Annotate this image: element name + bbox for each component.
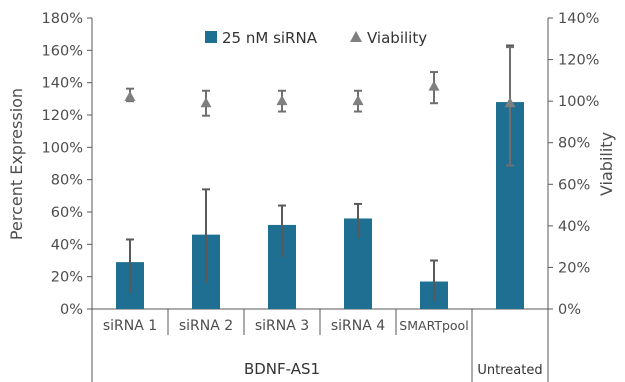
y-tick-label: 20% bbox=[51, 270, 83, 286]
y-tick-label: 160% bbox=[42, 43, 83, 59]
y-tick-label: 180% bbox=[42, 11, 83, 27]
viability-point bbox=[200, 97, 212, 108]
y-tick-label: 140% bbox=[42, 76, 83, 92]
y2-tick-label: 0% bbox=[558, 302, 581, 318]
legend-viability-marker bbox=[350, 31, 362, 42]
legend-bar-label: 25 nM siRNA bbox=[222, 29, 318, 47]
y2-tick-label: 60% bbox=[558, 177, 590, 193]
y-tick-label: 0% bbox=[60, 302, 83, 318]
group-label: Untreated bbox=[477, 363, 542, 378]
y-tick-label: 80% bbox=[51, 173, 83, 189]
viability-point bbox=[504, 97, 516, 108]
y-tick-label: 40% bbox=[51, 237, 83, 253]
legend-viability-label: Viability bbox=[367, 29, 427, 47]
y2-tick-label: 120% bbox=[558, 53, 599, 69]
viability-point bbox=[352, 95, 364, 106]
category-label: siRNA 4 bbox=[331, 318, 385, 334]
category-label: siRNA 2 bbox=[179, 318, 233, 334]
y2-tick-label: 80% bbox=[558, 136, 590, 152]
y2-tick-label: 40% bbox=[558, 219, 590, 235]
y2-axis-title: Viability bbox=[597, 132, 616, 196]
y-tick-label: 60% bbox=[51, 205, 83, 221]
group-label: BDNF-AS1 bbox=[244, 360, 320, 378]
y-tick-label: 100% bbox=[42, 140, 83, 156]
category-label: SMARTpool bbox=[399, 318, 468, 333]
y-axis-title: Percent Expression bbox=[7, 88, 26, 240]
legend-bar-swatch bbox=[205, 31, 217, 43]
viability-point bbox=[276, 95, 288, 106]
y2-tick-label: 140% bbox=[558, 11, 599, 27]
y2-tick-label: 100% bbox=[558, 94, 599, 110]
y2-tick-label: 20% bbox=[558, 260, 590, 276]
viability-point bbox=[428, 80, 440, 91]
category-label: siRNA 3 bbox=[255, 318, 309, 334]
y-tick-label: 120% bbox=[42, 108, 83, 124]
viability-point bbox=[124, 90, 136, 101]
category-label: siRNA 1 bbox=[103, 318, 157, 334]
